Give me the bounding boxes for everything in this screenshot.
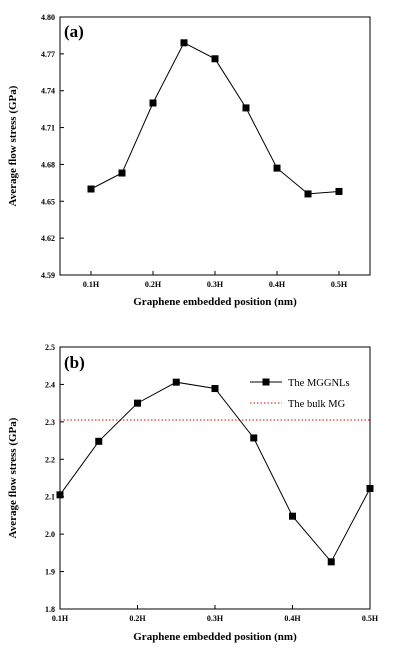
panel-b-data-point (366, 484, 374, 492)
panel-b-data-point (95, 437, 103, 445)
panel-a-y-tick-label: 4.71 (41, 124, 55, 133)
panel-b-data-point (327, 558, 335, 566)
panel-b-x-tick-label: 0.2H (129, 614, 146, 623)
panel-b-x-tick-label: 0.1H (52, 614, 69, 623)
panel-a-data-point (118, 169, 126, 177)
panel-a-series-line (90, 42, 340, 195)
panel-b-legend: The MGGNLs The bulk MG (250, 378, 350, 410)
panel-b-x-tick-label: 0.5H (362, 614, 379, 623)
panel-a-data-point (273, 164, 281, 172)
panel-b-data-point (172, 378, 180, 386)
panel-a-data-point (242, 104, 250, 112)
panel-a-y-tick-label: 4.62 (41, 234, 55, 243)
legend-label-bulk-mg: The bulk MG (288, 399, 346, 410)
panel-a-y-tick-label: 4.59 (41, 271, 55, 280)
panel-b-y-tick-label: 2.3 (45, 418, 55, 427)
panel-b-label: (b) (64, 353, 85, 372)
panel-b-series (56, 378, 374, 566)
panel-a-x-tick-label: 0.4H (269, 280, 286, 289)
panel-a-chart: (a) Graphene embedded position (nm) Aver… (7, 13, 371, 308)
panel-a-x-axis-title: Graphene embedded position (nm) (133, 296, 297, 308)
panel-b-x-tick-label: 0.4H (284, 614, 301, 623)
panel-b-y-tick-label: 2.2 (45, 455, 55, 464)
panel-a-x-tick-label: 0.3H (207, 280, 224, 289)
panel-a-x-tick-label: 0.2H (145, 280, 162, 289)
panel-b-x-axis-title: Graphene embedded position (nm) (133, 631, 297, 643)
panel-a-y-axis-title: Average flow stress (GPa) (7, 85, 19, 206)
panel-a-x-tick-label: 0.5H (331, 280, 348, 289)
legend-label-mggnls: The MGGNLs (288, 378, 350, 389)
panel-b-ticks: 0.1H 0.2H 0.3H 0.4H 0.5H 1.8 1.9 2.0 2.1 2.2 2.3 2.… (45, 343, 379, 623)
panel-b-data-point (289, 512, 296, 520)
panel-b-data-point (56, 491, 64, 499)
panel-a-ticks: 0.1H 0.2H 0.3H 0.4H 0.5H 4.59 4.62 4.65 4.68 4.71… (41, 13, 348, 289)
panel-a-y-tick-label: 4.65 (41, 197, 55, 206)
panel-a-data-point (87, 185, 95, 193)
panel-b-y-axis-title: Average flow stress (GPa) (7, 417, 19, 538)
panel-a-y-tick-label: 4.80 (41, 13, 55, 22)
panel-b-chart: (b) Graphene embedded position (nm) Aver… (7, 343, 379, 643)
panel-b-data-point (134, 399, 141, 407)
panel-b-y-tick-label: 1.9 (45, 568, 55, 577)
panel-b-y-tick-label: 2.1 (45, 493, 55, 502)
panel-a-data-point (304, 190, 312, 198)
panel-a-data-point (180, 39, 188, 47)
panel-a-y-tick-label: 4.77 (41, 50, 55, 59)
panel-a-x-tick-label: 0.1H (83, 280, 100, 289)
panel-b-x-tick-label: 0.3H (207, 614, 224, 623)
panel-a-data-point (335, 187, 343, 195)
panel-a-series (87, 39, 343, 198)
panel-b-y-tick-label: 1.8 (45, 605, 55, 614)
panel-a-y-tick-label: 4.68 (41, 160, 55, 169)
panel-b-data-point (211, 385, 219, 393)
panel-b-y-tick-label: 2.4 (45, 380, 55, 389)
panel-b-y-tick-label: 2.0 (45, 530, 55, 539)
panel-b-y-tick-label: 2.5 (45, 343, 55, 352)
panel-a-label: (a) (64, 22, 84, 41)
panel-a-data-point (149, 99, 157, 107)
panel-a-data-point (211, 55, 219, 63)
panel-a-y-tick-label: 4.74 (41, 87, 55, 96)
legend-marker-mggnls (262, 378, 270, 386)
panel-b-data-point (250, 434, 258, 442)
